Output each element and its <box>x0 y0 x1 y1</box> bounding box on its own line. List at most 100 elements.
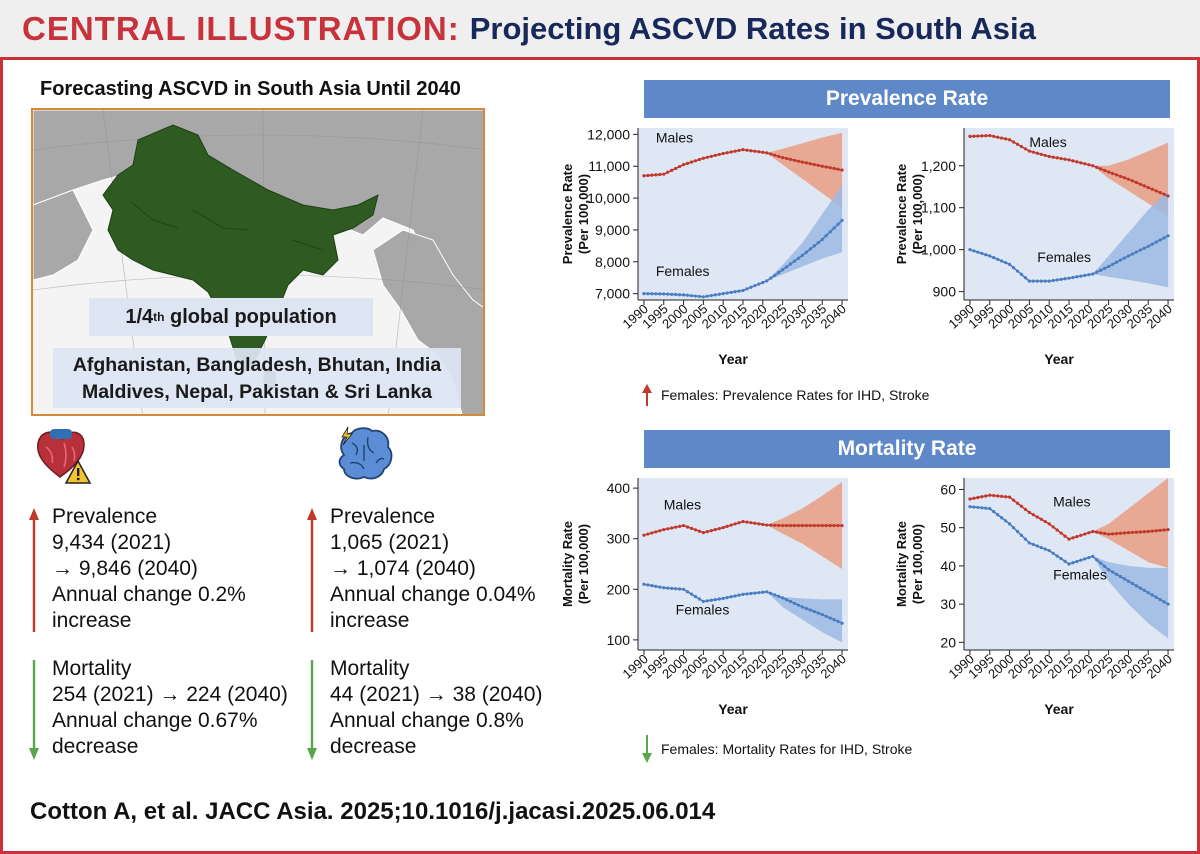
data-point-males <box>678 524 682 528</box>
data-point-males <box>840 523 844 528</box>
x-axis-title: Year <box>1044 351 1074 367</box>
data-point-females <box>769 276 773 280</box>
data-point-males <box>984 134 988 138</box>
data-point-males <box>725 151 729 155</box>
data-point-females <box>1087 556 1091 560</box>
y-axis-title-unit: (Per 100,000) <box>576 524 591 604</box>
forecast-band-males <box>1092 478 1169 568</box>
data-point-males <box>705 155 709 159</box>
data-point-males <box>654 530 658 534</box>
data-point-males <box>666 527 670 531</box>
data-point-females <box>1126 254 1131 258</box>
data-point-males <box>1162 528 1166 532</box>
data-point-males <box>972 496 976 500</box>
ihd-prevalence-direction: increase <box>52 609 132 632</box>
data-point-males <box>996 135 1000 139</box>
data-point-males <box>1055 156 1059 160</box>
data-point-males <box>701 156 705 160</box>
data-point-females <box>1035 279 1039 283</box>
data-point-females <box>761 280 765 285</box>
data-point-females <box>725 595 729 600</box>
y-axis-title: Prevalence Rate <box>560 164 575 264</box>
data-point-males <box>832 523 836 528</box>
data-point-males <box>980 495 984 499</box>
data-point-females <box>816 611 820 615</box>
data-point-males <box>745 520 749 524</box>
left-title: Forecasting ASCVD in South Asia Until 20… <box>40 78 461 100</box>
data-point-females <box>1055 278 1059 282</box>
data-point-males <box>1031 150 1035 154</box>
brain-lightning-icon <box>338 426 393 480</box>
data-point-males <box>980 134 984 138</box>
data-point-females <box>701 295 705 299</box>
data-point-males <box>1130 179 1134 183</box>
data-point-males <box>650 173 654 177</box>
data-point-males <box>840 168 844 172</box>
data-point-females <box>693 594 698 599</box>
stroke-prevalence-2021: 1,065 (2021) <box>330 531 450 554</box>
data-point-males <box>1095 165 1099 169</box>
y-tick-label: 60 <box>940 481 956 497</box>
data-point-females <box>812 609 816 614</box>
population-badge: 1/4 th global population <box>89 298 373 336</box>
data-point-males <box>1067 158 1071 162</box>
ihd-mortality-down-arrow <box>29 660 39 760</box>
header-label: CENTRAL ILLUSTRATION: <box>22 9 460 47</box>
data-point-males <box>729 150 733 154</box>
prevalence-note: Females: Prevalence Rates for IHD, Strok… <box>641 384 929 406</box>
data-point-males <box>1011 140 1016 144</box>
data-point-males <box>1039 152 1043 156</box>
data-point-females <box>1055 554 1059 558</box>
data-point-males <box>1150 529 1154 533</box>
data-point-females <box>769 591 773 595</box>
data-point-females <box>1035 544 1039 548</box>
data-point-females <box>800 253 805 258</box>
y-tick-label: 9,000 <box>595 222 630 238</box>
data-point-males <box>1083 162 1087 166</box>
data-point-males <box>788 157 793 162</box>
series-label-males: Males <box>1053 494 1090 510</box>
data-point-females <box>1015 269 1020 273</box>
data-point-males <box>745 148 749 152</box>
data-point-males <box>765 151 769 155</box>
data-point-females <box>1063 277 1067 281</box>
y-axis-title: Prevalence Rate <box>894 164 909 264</box>
data-point-females <box>804 606 808 611</box>
stroke-prevalence-change: Annual change 0.04% <box>330 583 536 606</box>
series-label-females: Females <box>1053 566 1107 582</box>
data-point-males <box>1059 531 1063 535</box>
stroke-prevalence-2040: → 1,074 (2040) <box>330 557 476 580</box>
data-point-males <box>741 519 745 524</box>
data-point-females <box>1150 242 1154 246</box>
data-point-males <box>1122 531 1127 535</box>
data-point-females <box>705 294 709 298</box>
data-point-females <box>753 284 757 288</box>
data-point-females <box>1107 264 1111 269</box>
data-point-males <box>1047 154 1051 159</box>
data-point-males <box>1011 498 1016 502</box>
data-point-females <box>1099 268 1103 272</box>
data-point-females <box>836 619 840 624</box>
data-point-females <box>996 513 1000 517</box>
population-fraction: 1/4 <box>125 305 154 328</box>
data-point-males <box>670 168 674 172</box>
data-point-females <box>1071 275 1075 280</box>
stroke-prevalence-direction: increase <box>330 609 410 632</box>
data-point-females <box>804 250 808 254</box>
data-point-females <box>654 584 658 588</box>
data-point-females <box>1047 549 1051 553</box>
data-point-males <box>1063 534 1067 538</box>
ihd-mortality-values: 254 (2021) → 224 (2040) <box>52 683 288 706</box>
data-point-females <box>800 605 805 609</box>
data-point-males <box>988 133 992 138</box>
data-point-males <box>788 523 793 528</box>
data-point-females <box>1043 279 1047 283</box>
data-point-females <box>697 294 702 299</box>
data-point-males <box>1142 530 1146 534</box>
data-point-females <box>788 599 793 604</box>
data-point-females <box>796 256 801 260</box>
data-point-males <box>792 158 797 162</box>
data-point-females <box>1039 279 1043 283</box>
data-point-females <box>1162 236 1166 240</box>
data-point-males <box>1091 164 1095 168</box>
